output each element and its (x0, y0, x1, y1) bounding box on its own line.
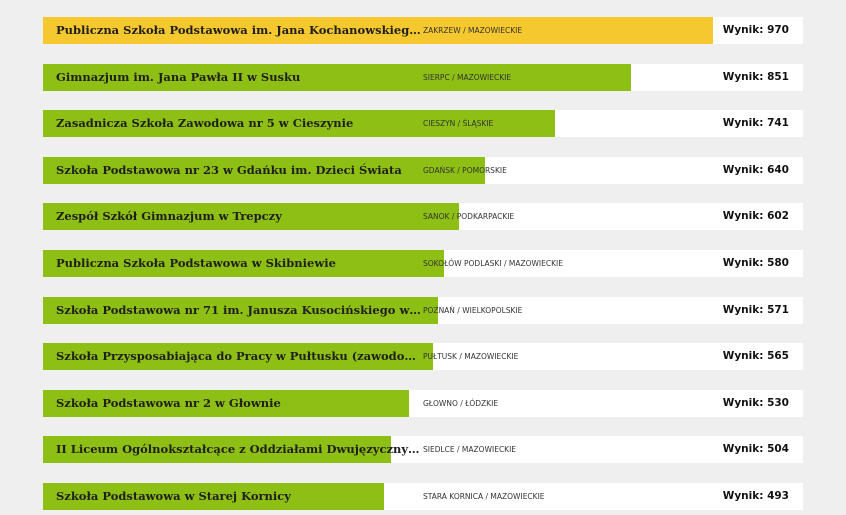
school-name: Publiczna Szkoła Podstawowa im. Jana Koc… (56, 23, 422, 37)
school-name: Gimnazjum im. Jana Pawła II w Susku (56, 70, 301, 84)
score-bar (43, 297, 438, 324)
ranking-row[interactable]: II Liceum Ogólnokształcące z Oddziałami … (43, 436, 803, 463)
school-name: Szkoła Podstawowa nr 2 w Głownie (56, 396, 281, 410)
school-name: Szkoła Przysposabiająca do Pracy w Pułtu… (56, 349, 422, 363)
school-name: II Liceum Ogólnokształcące z Oddziałami … (56, 442, 422, 456)
score-value: Wynik: 493 (722, 490, 789, 502)
school-name: Zasadnicza Szkoła Zawodowa nr 5 w Cieszy… (56, 116, 354, 130)
score-bar (43, 17, 713, 44)
ranking-row[interactable]: Szkoła Podstawowa nr 71 im. Janusza Kuso… (43, 297, 803, 324)
school-location: SANOK / PODKARPACKIE (423, 212, 515, 221)
ranking-row[interactable]: Szkoła Podstawowa w Starej Kornicy STARA … (43, 483, 803, 510)
score-value: Wynik: 580 (722, 257, 789, 269)
school-location: SIERPC / MAZOWIECKIE (423, 73, 512, 82)
score-value: Wynik: 741 (722, 117, 789, 129)
score-value: Wynik: 640 (722, 164, 789, 176)
score-bar (43, 64, 631, 91)
score-bar (43, 483, 384, 510)
school-location: ZAKRZEW / MAZOWIECKIE (423, 26, 523, 35)
score-bar (43, 203, 459, 230)
score-bar (43, 390, 409, 417)
school-location: PUŁTUSK / MAZOWIECKIE (423, 352, 519, 361)
school-location: SIEDLCE / MAZOWIECKIE (423, 445, 517, 454)
score-value: Wynik: 565 (722, 350, 789, 362)
score-bar (43, 250, 444, 277)
score-bar (43, 436, 391, 463)
ranking-row[interactable]: Zespół Szkół Gimnazjum w Trepczy SANOK / … (43, 203, 803, 230)
school-name: Publiczna Szkoła Podstawowa w Skibniewie (56, 256, 336, 270)
score-value: Wynik: 504 (722, 443, 789, 455)
score-bar (43, 110, 555, 137)
school-location: GŁOWNO / ŁÓDZKIE (423, 399, 499, 408)
score-value: Wynik: 530 (722, 397, 789, 409)
ranking-row[interactable]: Szkoła Podstawowa nr 23 w Gdańku im. Dzi… (43, 157, 803, 184)
score-value: Wynik: 851 (722, 71, 789, 83)
school-location: SOKOŁÓW PODLASKI / MAZOWIECKIE (423, 259, 563, 268)
school-location: POZNAŃ / WIELKOPOLSKIE (423, 306, 523, 315)
school-location: CIESZYN / ŚLĄSKIE (423, 119, 494, 128)
school-name: Szkoła Podstawowa w Starej Kornicy (56, 489, 291, 503)
ranking-row[interactable]: Szkoła Podstawowa nr 2 w Głownie GŁOWNO /… (43, 390, 803, 417)
ranking-row[interactable]: Szkoła Przysposabiająca do Pracy w Pułtu… (43, 343, 803, 370)
school-name: Zespół Szkół Gimnazjum w Trepczy (56, 209, 282, 223)
score-bar (43, 157, 485, 184)
school-name: Szkoła Podstawowa nr 23 w Gdańku im. Dzi… (56, 163, 402, 177)
score-value: Wynik: 970 (722, 24, 789, 36)
school-location: STARA KORNICA / MAZOWIECKIE (423, 492, 545, 501)
score-value: Wynik: 571 (722, 304, 789, 316)
school-name: Szkoła Podstawowa nr 71 im. Janusza Kuso… (56, 303, 422, 317)
score-value: Wynik: 602 (722, 210, 789, 222)
ranking-row[interactable]: Publiczna Szkoła Podstawowa im. Jana Koc… (43, 17, 803, 44)
score-bar (43, 343, 433, 370)
ranking-row[interactable]: Zasadnicza Szkoła Zawodowa nr 5 w Cieszy… (43, 110, 803, 137)
ranking-row[interactable]: Publiczna Szkoła Podstawowa w Skibniewie… (43, 250, 803, 277)
school-location: GDAŃSK / POMORSKIE (423, 166, 507, 175)
ranking-row[interactable]: Gimnazjum im. Jana Pawła II w Susku SIERP… (43, 64, 803, 91)
